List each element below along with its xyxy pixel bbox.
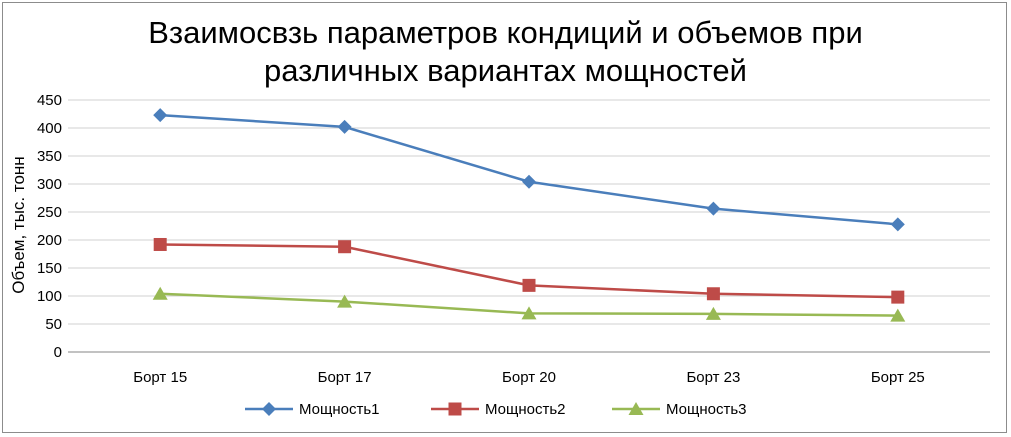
legend-marker bbox=[628, 402, 644, 415]
legend-item: Мощность3 bbox=[612, 401, 747, 418]
legend-marker bbox=[262, 402, 276, 416]
x-axis-ticks: Борт 15 Борт 17 Борт 20 Борт 23 Борт 25 bbox=[133, 369, 925, 386]
y-tick-label: 100 bbox=[37, 288, 62, 305]
x-tick-label: Борт 15 bbox=[133, 369, 187, 386]
y-tick-label: 150 bbox=[37, 260, 62, 277]
series-1 bbox=[153, 108, 905, 232]
legend-marker bbox=[448, 402, 462, 416]
data-point bbox=[890, 308, 906, 322]
data-point bbox=[521, 306, 537, 320]
legend-label: Мощность2 bbox=[485, 401, 566, 418]
x-tick-label: Борт 23 bbox=[686, 369, 740, 386]
data-point bbox=[522, 278, 536, 292]
data-point bbox=[706, 201, 721, 216]
data-point bbox=[152, 286, 168, 300]
y-tick-label: 200 bbox=[37, 232, 62, 249]
data-point bbox=[153, 237, 167, 251]
series-group bbox=[152, 108, 906, 322]
legend-item: Мощность1 bbox=[245, 401, 380, 418]
y-tick-label: 300 bbox=[37, 176, 62, 193]
x-tick-label: Борт 25 bbox=[871, 369, 925, 386]
legend-label: Мощность1 bbox=[299, 401, 380, 418]
series-3 bbox=[152, 286, 906, 322]
data-point bbox=[890, 217, 905, 232]
legend-label: Мощность3 bbox=[666, 401, 747, 418]
series-line bbox=[160, 113, 898, 226]
data-point bbox=[706, 287, 720, 301]
legend-item: Мощность2 bbox=[431, 401, 566, 418]
x-tick-label: Борт 17 bbox=[318, 369, 372, 386]
y-tick-label: 450 bbox=[37, 92, 62, 109]
y-axis-ticks: 0 50 100 150 200 250 300 350 400 450 bbox=[37, 92, 62, 361]
data-point bbox=[338, 240, 352, 254]
chart-title-line-2: различных вариантах мощностей bbox=[264, 53, 747, 88]
y-tick-label: 0 bbox=[54, 344, 62, 361]
data-point bbox=[891, 290, 905, 304]
data-point bbox=[522, 174, 536, 189]
y-tick-label: 50 bbox=[45, 316, 62, 333]
series-2 bbox=[153, 237, 905, 304]
data-point bbox=[705, 306, 721, 320]
legend: Мощность1 Мощность2 Мощность3 bbox=[245, 401, 747, 418]
y-tick-label: 250 bbox=[37, 204, 62, 221]
chart-title: Взаимосвзь параметров кондиций и объемов… bbox=[0, 14, 1011, 90]
y-tick-label: 350 bbox=[37, 148, 62, 165]
data-point bbox=[337, 294, 353, 308]
y-tick-label: 400 bbox=[37, 120, 62, 137]
data-point bbox=[337, 119, 352, 134]
data-point bbox=[153, 108, 168, 123]
chart-title-line-1: Взаимосвзь параметров кондиций и объемов… bbox=[148, 15, 863, 50]
y-axis-label: Объем, тыс. тонн bbox=[9, 156, 28, 293]
x-tick-label: Борт 20 bbox=[502, 369, 556, 386]
